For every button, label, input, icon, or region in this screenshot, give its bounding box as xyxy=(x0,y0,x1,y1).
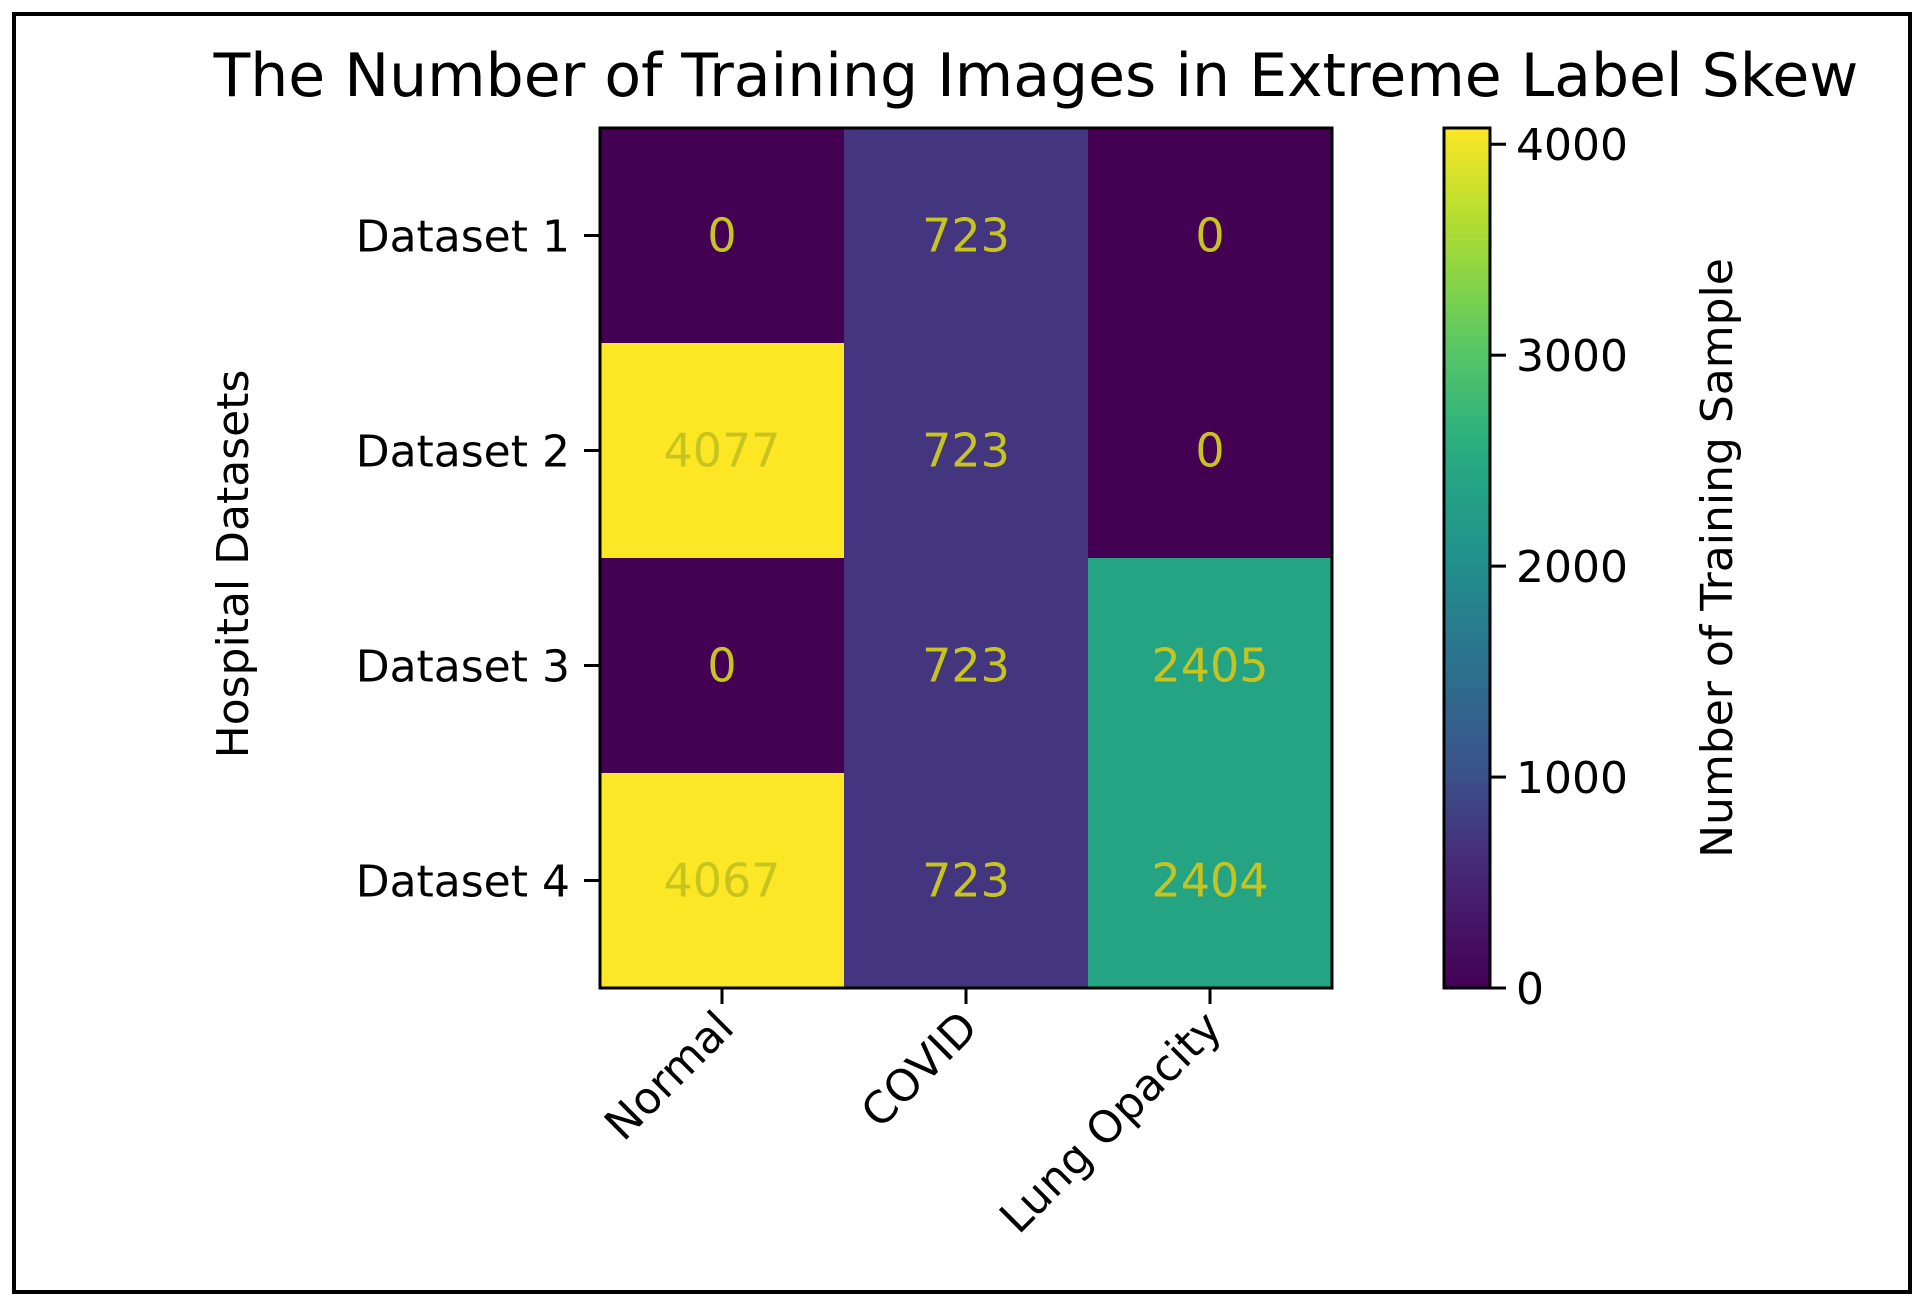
cell-value-label: 0 xyxy=(707,209,736,263)
heatmap-cell xyxy=(600,128,845,344)
colorbar-tick-label: 4000 xyxy=(1516,120,1628,171)
heatmap-cell xyxy=(1088,343,1333,559)
cell-value-label: 723 xyxy=(922,209,1010,263)
heatmap-cell xyxy=(844,773,1089,989)
heatmap-cell xyxy=(600,558,845,774)
cell-value-label: 2404 xyxy=(1151,854,1268,908)
y-tick-label: Dataset 4 xyxy=(356,857,570,908)
cell-value-label: 4067 xyxy=(663,854,780,908)
colorbar-tick-label: 0 xyxy=(1516,964,1544,1015)
y-axis-label: Hospital Datasets xyxy=(208,370,259,759)
colorbar-label: Number of Training Sample xyxy=(1692,258,1743,858)
cell-value-label: 0 xyxy=(1195,209,1224,263)
y-tick-label: Dataset 1 xyxy=(356,212,570,263)
cell-annotations: 0 723 0 4077 723 0 0 723 2405 4067 723 2404 xyxy=(663,209,1268,908)
figure-border xyxy=(12,12,1912,1294)
cell-value-label: 723 xyxy=(922,639,1010,693)
cell-value-label: 0 xyxy=(707,639,736,693)
heatmap-cell xyxy=(600,343,845,559)
y-axis-ticks: Dataset 1 Dataset 2 Dataset 3 Dataset 4 xyxy=(356,212,600,908)
y-tick-label: Dataset 3 xyxy=(356,642,570,693)
colorbar-tick-label: 2000 xyxy=(1516,542,1628,593)
chart-title: The Number of Training Images in Extreme… xyxy=(213,41,1859,111)
colorbar-tick-label: 1000 xyxy=(1516,753,1628,804)
heatmap-cell xyxy=(1088,558,1333,774)
cell-value-label: 4077 xyxy=(663,424,780,478)
colorbar-tick-label: 3000 xyxy=(1516,331,1628,382)
plot-frame xyxy=(598,126,1334,990)
cell-value-label: 0 xyxy=(1195,424,1224,478)
heatmap-cell xyxy=(1088,773,1333,989)
heatmap-cell xyxy=(600,773,845,989)
heatmap-cells xyxy=(600,128,1333,989)
heatmap-cell xyxy=(844,128,1089,344)
heatmap-cell xyxy=(844,343,1089,559)
y-tick-label: Dataset 2 xyxy=(356,427,570,478)
cell-value-label: 723 xyxy=(922,424,1010,478)
cell-value-label: 2405 xyxy=(1151,639,1268,693)
colorbar xyxy=(1442,126,1492,990)
heatmap-cell xyxy=(1088,128,1333,344)
heatmap-cell xyxy=(844,558,1089,774)
colorbar-ticks: 0 1000 2000 3000 4000 xyxy=(1490,120,1628,1015)
cell-value-label: 723 xyxy=(922,854,1010,908)
